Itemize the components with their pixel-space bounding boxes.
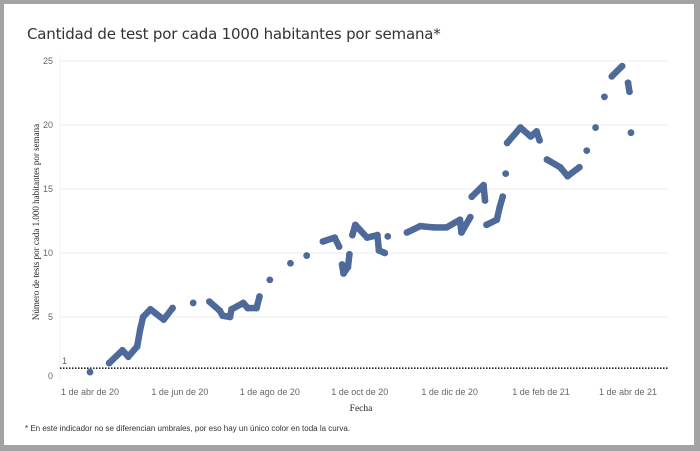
data-point [483, 221, 490, 229]
data-point [493, 216, 501, 224]
data-point [266, 276, 274, 284]
data-point [564, 172, 571, 180]
data-point [139, 313, 147, 321]
x-tick-label: 1 de jun de 20 [151, 387, 208, 397]
x-tick-label: 1 de abr de 20 [61, 387, 119, 397]
chart-card [4, 4, 694, 445]
data-point [105, 359, 113, 367]
data-point [468, 193, 476, 201]
data-point [384, 232, 392, 240]
data-point [348, 231, 356, 239]
x-tick-label: 1 de ago de 20 [240, 387, 300, 397]
y-tick-label: 0 [48, 371, 53, 381]
data-point [205, 298, 213, 306]
x-tick-label: 1 de dic de 20 [421, 387, 478, 397]
data-point [480, 181, 487, 189]
data-point [456, 216, 464, 224]
data-point [226, 313, 234, 321]
data-point [253, 304, 260, 312]
y-tick-label: 20 [43, 120, 53, 130]
x-tick-label: 1 de feb de 21 [512, 387, 570, 397]
data-point [499, 193, 507, 201]
chart-title: Cantidad de test por cada 1000 habitante… [27, 25, 441, 43]
data-point [346, 250, 353, 258]
data-point [119, 346, 126, 354]
data-point [216, 307, 224, 314]
data-point [219, 312, 227, 320]
data-point [583, 147, 591, 155]
y-tick-label: 5 [48, 312, 53, 322]
data-point [319, 238, 327, 245]
data-point [624, 79, 632, 87]
data-point [363, 234, 371, 242]
data-point [169, 304, 176, 312]
data-point [256, 293, 263, 300]
data-point [503, 139, 511, 147]
data-point [381, 249, 389, 257]
data-point [601, 93, 608, 101]
data-point [86, 368, 94, 376]
data-point [147, 305, 154, 313]
y-tick-label: 10 [43, 248, 53, 258]
y-tick-label: 25 [43, 56, 53, 66]
data-point [303, 252, 311, 259]
data-point [608, 72, 616, 80]
data-point [543, 156, 551, 163]
data-point [136, 326, 144, 334]
data-point [517, 124, 524, 131]
data-point [335, 243, 343, 251]
data-point [374, 231, 381, 239]
data-point [331, 234, 339, 242]
data-point [338, 261, 346, 268]
data-point [124, 353, 132, 361]
x-axis-title: Fecha [349, 404, 373, 414]
data-point [403, 229, 411, 236]
data-point [533, 127, 541, 135]
data-point [133, 343, 141, 350]
data-point [527, 133, 535, 140]
data-point [458, 229, 465, 236]
data-point [627, 129, 635, 137]
data-point [575, 163, 583, 171]
data-point [496, 203, 504, 211]
x-tick-label: 1 de abr de 21 [599, 387, 657, 397]
data-point [340, 270, 347, 277]
data-point [228, 305, 235, 313]
data-point [618, 62, 626, 70]
reference-line-label: 1 [62, 356, 67, 366]
data-point [244, 304, 252, 312]
data-point [536, 136, 543, 144]
data-point [416, 222, 424, 230]
data-point [287, 259, 294, 267]
data-point [502, 170, 510, 178]
data-point [443, 224, 451, 231]
data-point [351, 221, 359, 229]
footnote: * En este indicador no se diferencian um… [25, 424, 351, 433]
x-tick-label: 1 de oct de 20 [331, 387, 388, 397]
y-tick-label: 15 [43, 184, 53, 194]
data-point [160, 316, 168, 323]
data-point [481, 197, 489, 204]
data-point [466, 213, 474, 221]
data-point [430, 224, 437, 231]
data-point [556, 163, 564, 171]
data-point [189, 299, 197, 307]
data-point [626, 88, 633, 96]
data-point [375, 247, 383, 254]
data-point [344, 263, 352, 271]
data-point [592, 124, 599, 131]
data-point [239, 299, 247, 307]
